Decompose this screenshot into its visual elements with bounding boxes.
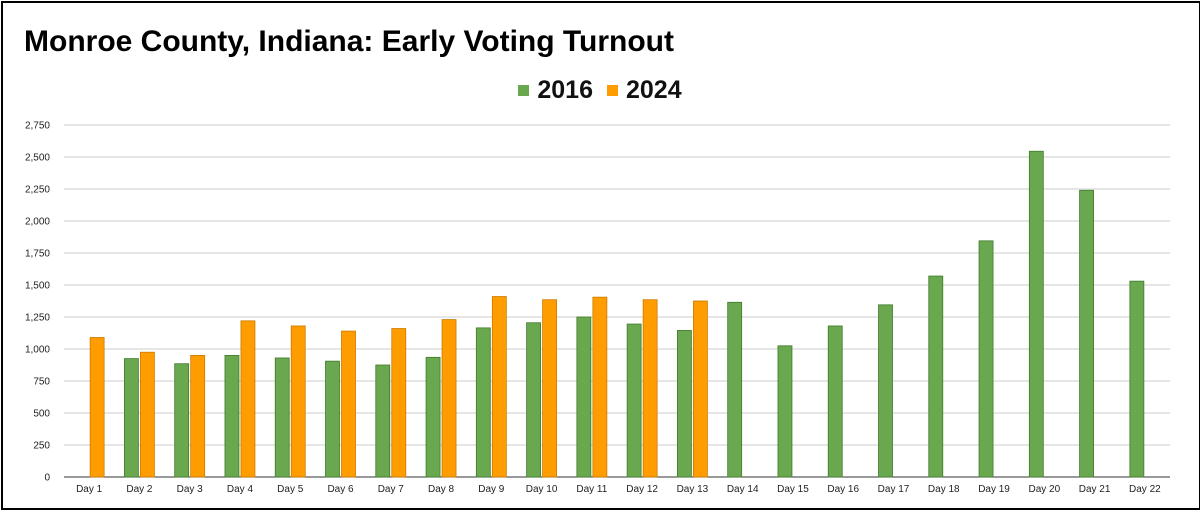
x-tick-label: Day 13 — [677, 484, 709, 495]
x-tick-label: Day 19 — [978, 484, 1010, 495]
bar-2024-day-11 — [592, 296, 608, 478]
y-tick-label: 1,250 — [25, 313, 50, 324]
legend-swatch-2024 — [607, 84, 618, 96]
y-tick-label: 1,000 — [25, 345, 50, 356]
bar-2024-day-10 — [542, 299, 557, 478]
bar-2016-day-14 — [727, 301, 743, 478]
x-tick-label: Day 3 — [177, 484, 204, 495]
bar-2024-day-7 — [391, 328, 407, 478]
bar-2024-day-13 — [693, 300, 708, 478]
bar-2024-day-8 — [441, 319, 457, 478]
bar-2016-day-15 — [777, 345, 793, 478]
bar-2016-day-9 — [475, 327, 491, 478]
bar-2016-day-3 — [174, 363, 190, 478]
x-tick-label: Day 21 — [1079, 484, 1111, 495]
legend-label-2016: 2016 — [537, 75, 593, 104]
x-tick-label: Day 15 — [777, 484, 809, 495]
bar-2016-day-16 — [827, 325, 843, 478]
x-tick-label: Day 1 — [76, 484, 103, 495]
bar-2024-day-3 — [190, 354, 206, 478]
bar-2024-day-9 — [491, 296, 507, 478]
x-tick-label: Day 4 — [227, 484, 254, 495]
chart-legend: 2016 2024 — [0, 72, 1200, 108]
x-tick-label: Day 5 — [277, 484, 304, 495]
bar-2016-day-12 — [626, 323, 642, 478]
x-tick-label: Day 20 — [1028, 484, 1060, 495]
bar-2016-day-11 — [576, 316, 592, 478]
bar-2016-day-19 — [978, 240, 994, 478]
bar-2024-day-6 — [341, 330, 356, 478]
bar-2016-day-22 — [1129, 280, 1145, 478]
x-tick-label: Day 12 — [626, 484, 658, 495]
x-tick-label: Day 6 — [327, 484, 354, 495]
bar-2016-day-20 — [1028, 150, 1044, 478]
x-tick-label: Day 18 — [928, 484, 960, 495]
chart-title: Monroe County, Indiana: Early Voting Tur… — [24, 25, 674, 58]
bar-2016-day-8 — [425, 356, 441, 478]
bar-2016-day-17 — [878, 304, 893, 478]
y-tick-label: 2,500 — [25, 153, 50, 164]
legend-label-2024: 2024 — [626, 75, 682, 104]
bar-2016-day-18 — [928, 275, 944, 478]
x-tick-label: Day 2 — [126, 484, 153, 495]
bar-2016-day-6 — [325, 360, 340, 478]
x-tick-label: Day 11 — [576, 484, 607, 495]
bar-2024-day-2 — [140, 351, 155, 478]
legend-item-2024: 2024 — [607, 76, 682, 105]
bar-2024-day-12 — [642, 299, 658, 478]
y-tick-label: 2,250 — [25, 185, 50, 196]
bar-2016-day-13 — [677, 330, 692, 478]
legend-swatch-2016 — [518, 84, 530, 96]
bar-2016-day-10 — [526, 322, 541, 478]
bar-2016-day-21 — [1079, 189, 1094, 478]
y-tick-label: 1,500 — [25, 281, 50, 292]
x-tick-label: Day 7 — [378, 484, 405, 495]
legend-item-2016: 2016 — [518, 76, 593, 105]
y-tick-label: 750 — [33, 377, 50, 388]
bar-2016-day-4 — [224, 354, 240, 478]
y-tick-label: 2,000 — [25, 217, 50, 228]
y-tick-label: 250 — [33, 441, 50, 452]
x-tick-label: Day 8 — [428, 484, 455, 495]
bar-2016-day-5 — [274, 357, 290, 478]
bar-2024-day-5 — [290, 325, 306, 478]
bar-2016-day-7 — [375, 364, 391, 478]
y-tick-label: 1,750 — [25, 249, 50, 260]
y-tick-label: 500 — [33, 409, 50, 420]
x-tick-label: Day 17 — [878, 484, 910, 495]
x-tick-label: Day 22 — [1129, 484, 1161, 495]
y-tick-label: 0 — [44, 473, 50, 484]
x-tick-label: Day 10 — [526, 484, 558, 495]
bar-2024-day-1 — [89, 337, 105, 478]
x-tick-label: Day 16 — [827, 484, 859, 495]
y-tick-label: 2,750 — [25, 121, 50, 132]
x-tick-label: Day 9 — [478, 484, 505, 495]
bar-2024-day-4 — [240, 320, 256, 478]
x-tick-label: Day 14 — [727, 484, 759, 495]
bar-2016-day-2 — [124, 358, 139, 478]
